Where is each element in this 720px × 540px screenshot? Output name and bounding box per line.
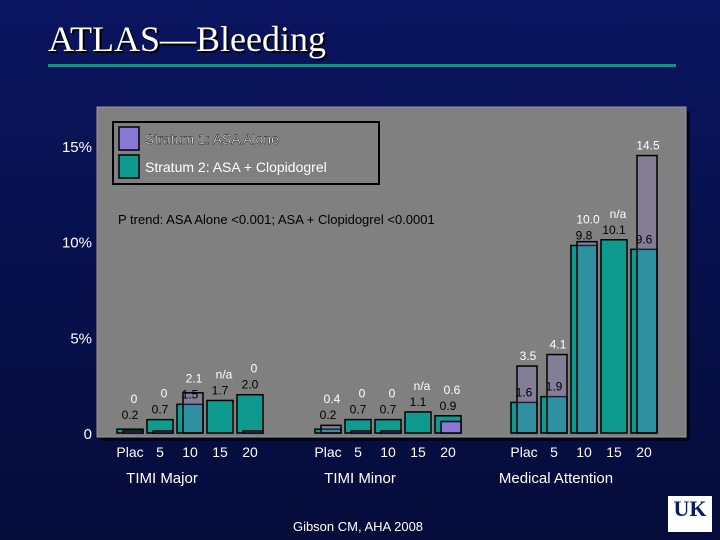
- category-label: 5: [550, 444, 558, 460]
- value-label-stratum1: 0.6: [444, 383, 461, 397]
- value-label-stratum1: 10.0: [576, 212, 600, 226]
- p-trend-annotation: P trend: ASA Alone <0.001; ASA + Clopido…: [118, 212, 435, 227]
- value-label-stratum2: 1.7: [212, 383, 229, 397]
- category-label: 15: [212, 444, 228, 460]
- value-label-stratum2: 0.2: [122, 408, 139, 422]
- title-underline: [48, 64, 676, 67]
- category-label: 10: [380, 444, 396, 460]
- bar-stratum2: [404, 411, 432, 434]
- value-label-stratum1: n/a: [216, 367, 233, 381]
- category-label: 15: [410, 444, 426, 460]
- uk-logo-text: UK: [673, 496, 707, 521]
- bar-stratum1: [350, 430, 372, 434]
- category-label: Plac: [510, 444, 537, 460]
- value-label-stratum1: 0: [161, 387, 168, 401]
- group-label: Medical Attention: [499, 470, 613, 487]
- value-label-stratum1: 0: [131, 392, 138, 406]
- value-label-stratum1: 2.1: [186, 371, 203, 385]
- value-label-stratum1: 3.5: [520, 349, 537, 363]
- category-label: 15: [606, 444, 622, 460]
- bar-stratum2: [206, 399, 234, 434]
- bar-stratum1: [182, 392, 204, 434]
- slide-title: ATLAS—Bleeding: [48, 19, 326, 59]
- y-tick-label: 15%: [62, 139, 92, 156]
- category-label: 10: [576, 444, 592, 460]
- value-label-stratum2: 9.8: [576, 228, 593, 242]
- group-label: TIMI Minor: [324, 470, 396, 487]
- value-label-stratum2: 0.7: [152, 403, 169, 417]
- value-label-stratum1: 0: [251, 362, 258, 376]
- bar-stratum2: [510, 401, 538, 434]
- category-label: 20: [440, 444, 456, 460]
- value-label-stratum2: 0.7: [380, 403, 397, 417]
- citation: Gibson CM, AHA 2008: [293, 519, 423, 534]
- value-label-stratum2: 1.5: [182, 387, 199, 401]
- value-label-stratum2: 0.9: [440, 399, 457, 413]
- group-label: TIMI Major: [126, 470, 198, 487]
- y-tick-label: 10%: [62, 235, 92, 252]
- value-label-stratum2: 0.2: [320, 408, 337, 422]
- value-label-stratum2: 1.1: [410, 395, 427, 409]
- value-label-stratum2: 0.7: [350, 403, 367, 417]
- y-tick-label: 0: [84, 426, 92, 443]
- value-label-stratum1: 0.4: [324, 392, 341, 406]
- bar-stratum1: [516, 365, 538, 434]
- category-label: 20: [242, 444, 258, 460]
- category-label: Plac: [314, 444, 341, 460]
- legend-swatch: [118, 126, 140, 151]
- value-label-stratum2: 10.1: [602, 223, 626, 237]
- category-label: 20: [636, 444, 652, 460]
- value-label-stratum1: 14.5: [636, 139, 660, 153]
- category-label: 10: [182, 444, 198, 460]
- bar-stratum1: [320, 424, 342, 434]
- legend-box: [112, 121, 380, 185]
- value-label-stratum2: 1.9: [546, 380, 563, 394]
- value-label-stratum1: 4.1: [550, 338, 567, 352]
- bar-stratum1: [152, 430, 174, 434]
- value-label-stratum2: 9.6: [636, 232, 653, 246]
- legend-swatch: [118, 154, 140, 179]
- value-label-stratum2: 1.6: [516, 385, 533, 399]
- legend-label: Stratum 1: ASA Alone: [145, 131, 279, 147]
- value-label-stratum1: n/a: [414, 379, 431, 393]
- value-label-stratum1: 0: [359, 387, 366, 401]
- bar-stratum1: [242, 430, 264, 434]
- category-label: 5: [156, 444, 164, 460]
- bar-stratum2: [600, 239, 628, 434]
- bar-stratum1: [440, 420, 462, 434]
- y-tick-label: 5%: [70, 330, 92, 347]
- category-label: Plac: [116, 444, 143, 460]
- value-label-stratum1: 0: [389, 387, 396, 401]
- bar-stratum1: [380, 430, 402, 434]
- bar-stratum1: [576, 240, 598, 434]
- category-label: 5: [354, 444, 362, 460]
- bar-stratum1: [546, 353, 568, 434]
- uk-logo: UK: [668, 496, 712, 532]
- bar-stratum2: [236, 393, 264, 434]
- bar-stratum1: [122, 430, 144, 434]
- legend-label: Stratum 2: ASA + Clopidogrel: [145, 159, 327, 175]
- value-label-stratum2: 2.0: [242, 378, 259, 392]
- bar-stratum2: [570, 244, 598, 434]
- bar-stratum1: [636, 154, 658, 434]
- value-label-stratum1: n/a: [610, 207, 627, 221]
